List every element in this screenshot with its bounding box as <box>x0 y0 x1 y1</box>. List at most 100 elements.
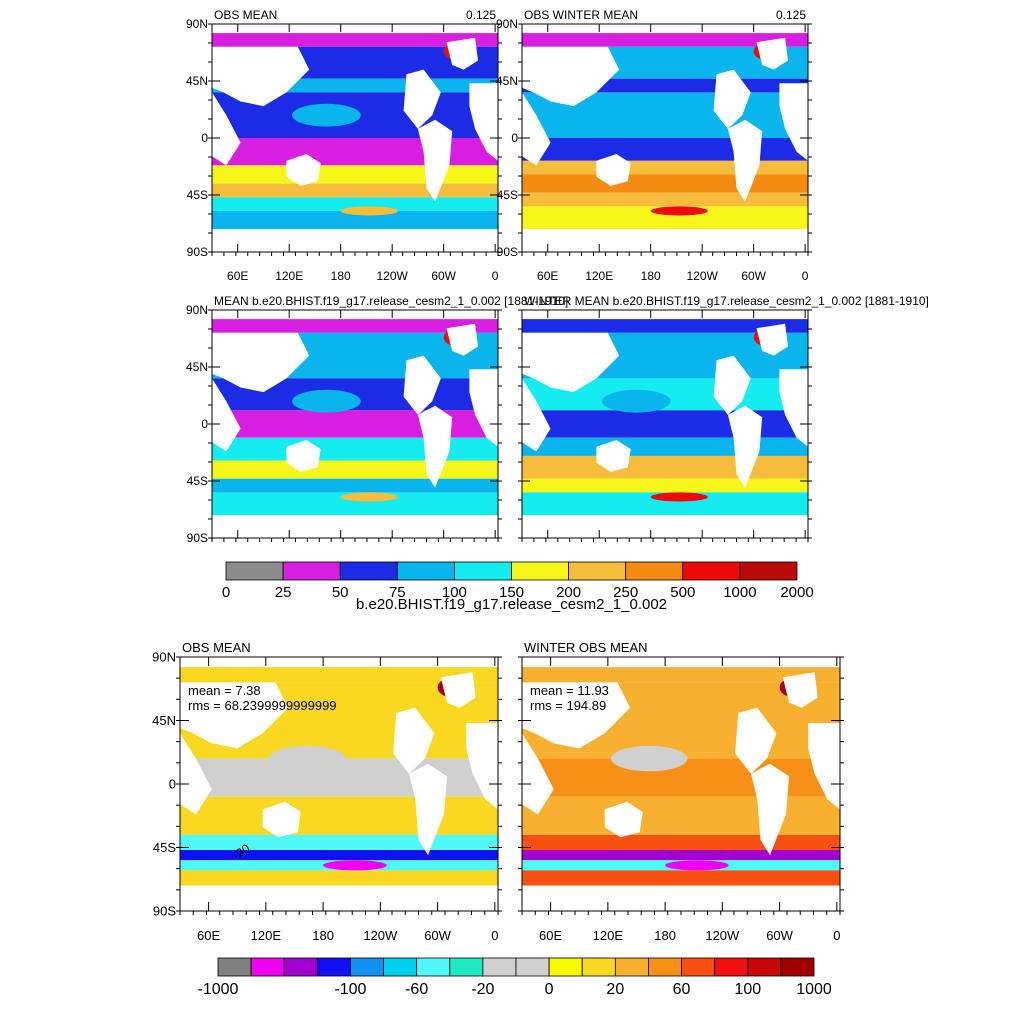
colorbar-swatch <box>515 957 550 977</box>
x-tick-label: 180 <box>654 928 676 943</box>
land-mask <box>522 46 620 107</box>
x-tick-label: 60E <box>537 269 558 283</box>
land-mask <box>469 83 498 161</box>
land-mask <box>440 672 476 708</box>
field-band <box>180 834 498 851</box>
field-band <box>212 138 498 166</box>
land-mask <box>446 37 478 70</box>
y-tick-label: 0 <box>511 131 518 145</box>
y-tick-label: 45S <box>187 188 208 202</box>
y-tick-label: 45S <box>497 188 518 202</box>
land-mask <box>596 440 631 472</box>
land-mask <box>466 723 498 810</box>
field-band <box>522 138 808 161</box>
x-tick-label: 180 <box>641 269 661 283</box>
x-tick-label: 180 <box>331 269 351 283</box>
field-band <box>212 183 498 198</box>
map-panel-6: WINTER OBS MEAN 60E 120E 180 120W 60W 0 mean = … <box>518 640 844 943</box>
colorbar-title: b.e20.BHIST.f19_g17.release_cesm2_1_0.00… <box>356 596 667 613</box>
panel-title: WINTER MEAN b.e20.BHIST.f19_g17.release_… <box>524 294 929 308</box>
land-mask <box>417 405 453 488</box>
panel-right-label: 0.125 <box>466 8 496 22</box>
stat-annotation: rms = 194.89 <box>530 698 606 713</box>
panel-title: OBS WINTER MEAN <box>524 8 638 22</box>
land-mask <box>713 355 751 415</box>
field-band <box>522 796 840 835</box>
field-band <box>212 165 498 184</box>
colorbar-swatch <box>581 957 616 977</box>
y-tick-label: 0 <box>201 131 208 145</box>
y-tick-label: 90S <box>187 531 208 545</box>
colorbar-swatch <box>225 561 284 581</box>
x-tick-label: 120E <box>251 928 282 943</box>
field-band <box>522 492 808 516</box>
field-band <box>212 478 498 493</box>
land-mask <box>212 378 241 452</box>
colorbar-level-label: 250 <box>613 584 638 601</box>
land-mask <box>751 763 790 856</box>
land-mask <box>604 801 643 838</box>
x-tick-label: 120W <box>377 269 409 283</box>
land-mask <box>522 733 554 815</box>
x-tick-label: 60W <box>741 269 766 283</box>
stat-annotation: mean = 7.38 <box>188 683 261 698</box>
land-mask <box>727 405 763 488</box>
field-band <box>522 206 808 230</box>
colorbar-swatch <box>250 957 285 977</box>
y-tick-label: 45N <box>152 713 176 728</box>
land-mask <box>393 707 435 774</box>
colorbar-level-label: -60 <box>405 981 428 998</box>
colorbar-swatch <box>350 957 384 977</box>
x-tick-label: 0 <box>491 928 498 943</box>
colorbar-swatch <box>739 561 798 581</box>
land-mask <box>779 369 808 447</box>
field-band <box>522 410 808 438</box>
x-tick-label: 60W <box>431 269 456 283</box>
colorbar-level-label: 20 <box>606 981 624 998</box>
colorbar-swatch <box>453 561 512 581</box>
map-panel-5: OBS MEAN 90N 45N 0 45S 90S 60E 120E 180 120W 60W 0 m… <box>152 640 502 943</box>
field-blob <box>292 389 361 413</box>
land-mask <box>522 885 840 911</box>
stat-annotation: mean = 11.93 <box>530 683 609 698</box>
land-mask <box>446 323 478 356</box>
panel-title: WINTER OBS MEAN <box>524 640 648 655</box>
land-mask <box>522 378 551 452</box>
land-mask <box>522 515 808 538</box>
field-band <box>522 667 840 683</box>
field-band <box>212 492 498 516</box>
land-mask <box>286 440 321 472</box>
colorbar-cb_bottom: -1000 -100 -60 -20 0 20 60 100 1000 <box>198 957 832 998</box>
colorbar-swatch <box>316 957 351 977</box>
y-tick-label: 90S <box>153 904 176 919</box>
land-mask <box>417 119 453 202</box>
land-mask <box>212 46 310 107</box>
field-blob <box>665 860 729 871</box>
y-tick-label: 90S <box>187 245 208 259</box>
y-tick-label: 45N <box>496 74 518 88</box>
y-tick-label: 45N <box>186 360 208 374</box>
colorbar-level-label: 100 <box>734 981 761 998</box>
field-band <box>180 850 498 861</box>
field-band <box>180 667 498 683</box>
field-blob <box>611 745 688 772</box>
map-panel-1: OBS MEAN 0.125 90N 45N 0 45S 90S 60E 120E 180 120W… <box>186 8 502 283</box>
field-blob <box>602 389 671 413</box>
land-mask <box>522 92 551 166</box>
colorbar-level-label: 0 <box>222 584 230 601</box>
field-blob <box>340 206 398 216</box>
field-band <box>212 319 498 333</box>
field-band <box>522 437 808 456</box>
y-tick-label: 90N <box>186 17 208 31</box>
field-band <box>522 174 808 193</box>
field-band <box>522 33 808 47</box>
map-panel-3: MEAN b.e20.BHIST.f19_g17.release_cesm2_1… <box>186 294 568 545</box>
x-tick-label: 0 <box>802 269 809 283</box>
x-tick-label: 120W <box>687 269 719 283</box>
field-band <box>212 437 498 461</box>
map-field <box>522 319 808 538</box>
colorbar-swatch <box>714 957 749 977</box>
x-tick-label: 120E <box>275 269 303 283</box>
colorbar-swatch <box>283 957 318 977</box>
